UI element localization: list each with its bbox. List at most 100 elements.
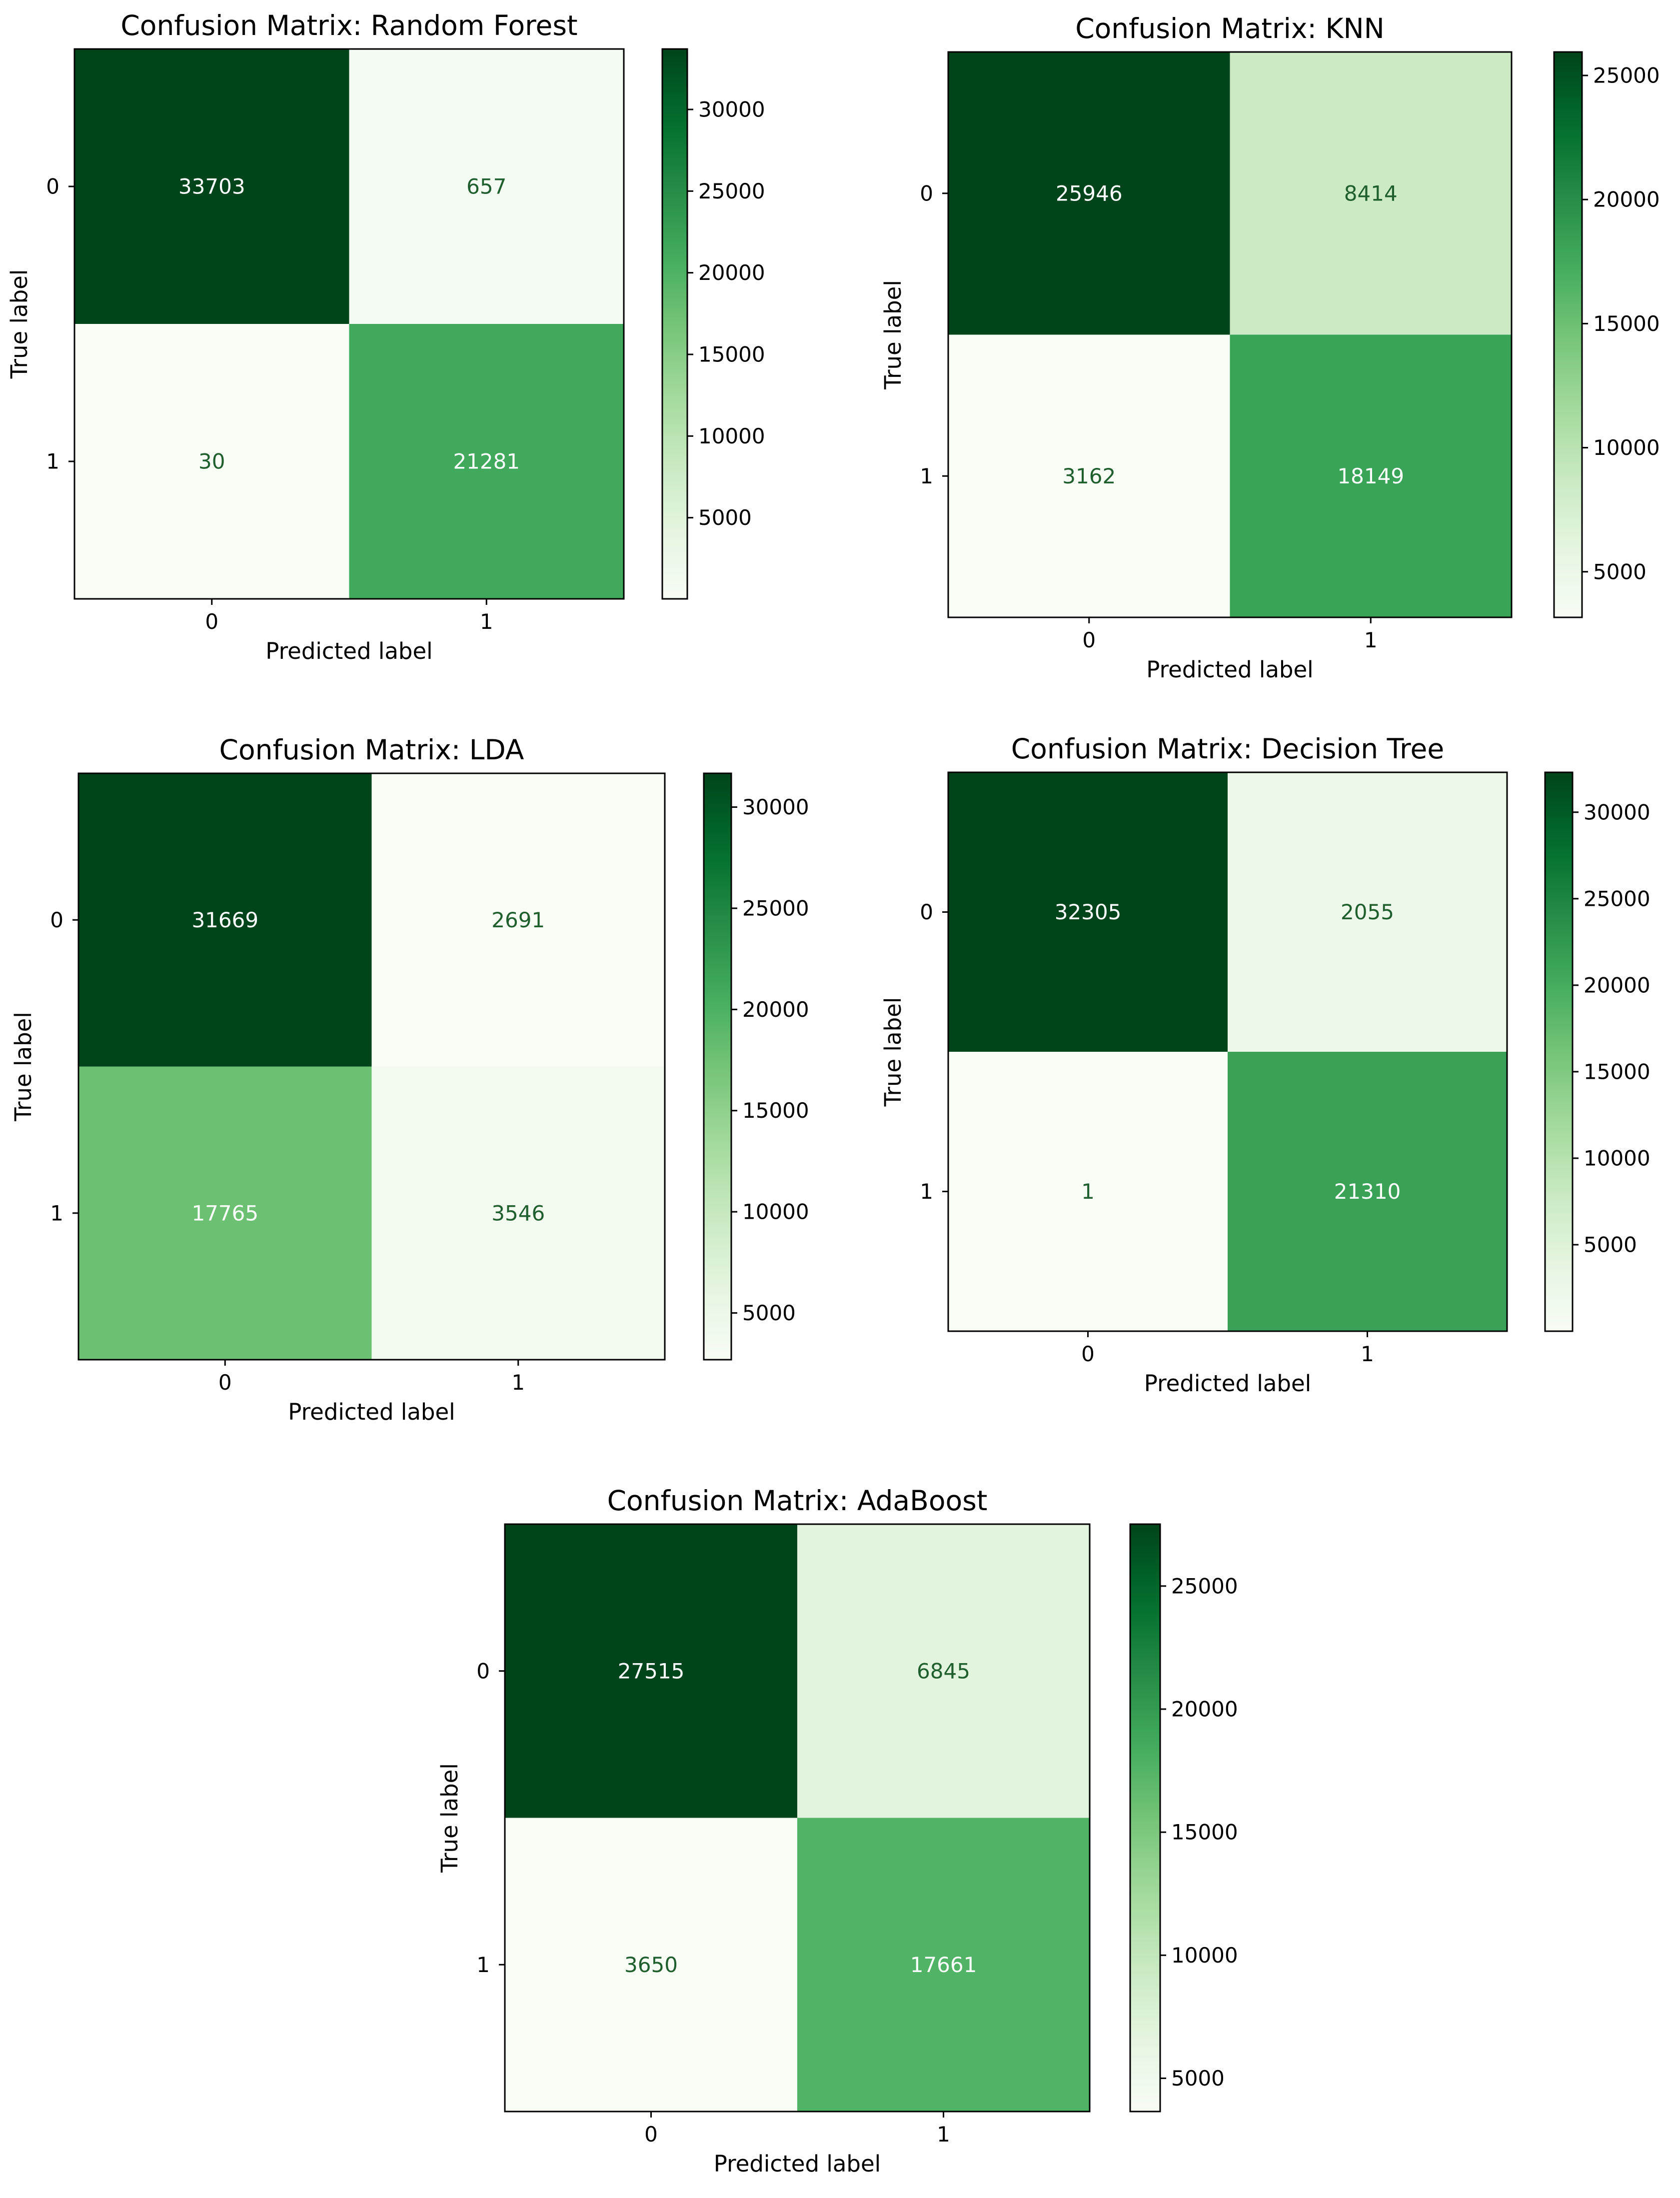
cell-0-0 [74, 49, 349, 324]
cell-0-0 [505, 1524, 797, 1818]
cell-1-1 [1230, 334, 1512, 617]
chart-title: Confusion Matrix: AdaBoost [607, 1485, 988, 1517]
cell-1-1 [371, 1066, 665, 1360]
cell-1-0 [948, 334, 1230, 617]
heatmap-frame [947, 51, 1513, 618]
colorbar-tick-label: 5000 [742, 1301, 796, 1325]
colorbar [1129, 1523, 1161, 2113]
cell-value-1-1: 21310 [1334, 1179, 1401, 1204]
x-tick-label: 1 [1361, 1342, 1374, 1366]
x-tick-label: 1 [937, 2122, 950, 2147]
x-tick-label: 0 [205, 609, 218, 634]
x-tick-label: 1 [480, 609, 493, 634]
colorbar-tick-label: 30000 [698, 97, 765, 121]
x-tick-label: 0 [1081, 1342, 1095, 1366]
y-axis-label: True label [880, 997, 906, 1107]
cell-value-1-0: 30 [198, 449, 225, 474]
cell-1-0 [505, 1818, 797, 2112]
colorbar-tick-label: 5000 [1584, 1232, 1637, 1257]
heatmap-frame [77, 772, 666, 1361]
cell-value-1-1: 3546 [491, 1201, 545, 1225]
colorbar-tick-label: 20000 [742, 997, 809, 1022]
y-tick-label: 1 [50, 1201, 63, 1225]
x-tick-label: 0 [1082, 628, 1096, 652]
cell-0-1 [797, 1524, 1090, 1818]
colorbar-tick-label: 30000 [742, 795, 809, 819]
confusion-matrix-random-forest: 33703 657 30 21281 0 1 0 1 Confusion Matrix: Ran… [6, 9, 765, 664]
x-axis-label: Predicted label [288, 1399, 455, 1425]
x-tick-label: 0 [644, 2122, 658, 2147]
cell-value-0-1: 2691 [491, 908, 545, 932]
colorbar-tick-label: 5000 [1593, 559, 1647, 584]
cell-1-0 [74, 324, 349, 599]
cell-0-1 [1228, 772, 1507, 1052]
heatmap-frame [947, 771, 1508, 1332]
chart-title: Confusion Matrix: KNN [1075, 12, 1385, 44]
y-tick-label: 0 [920, 900, 933, 924]
colorbar-tick-label: 10000 [1171, 1943, 1238, 1968]
chart-title: Confusion Matrix: Random Forest [120, 9, 577, 41]
colorbar-tick-label: 30000 [1584, 800, 1651, 824]
colorbar-tick-label: 15000 [1593, 311, 1660, 336]
cell-value-1-0: 3650 [624, 1953, 678, 1977]
colorbar-tick-label: 25000 [742, 896, 809, 920]
x-axis-label: Predicted label [265, 638, 432, 664]
colorbar-tick-label: 20000 [1584, 973, 1651, 997]
confusion-matrix-knn: 25946 8414 3162 18149 0 1 0 1 Confusion Matrix: … [880, 12, 1660, 683]
cell-value-0-0: 31669 [191, 908, 258, 932]
cell-0-0 [78, 773, 372, 1067]
colorbar-tick-label: 10000 [698, 424, 765, 448]
cell-0-0 [948, 772, 1228, 1052]
colorbar-tick-label: 15000 [742, 1098, 809, 1123]
colorbar-tick-label: 15000 [1584, 1059, 1651, 1084]
colorbar-tick-label: 10000 [1584, 1146, 1651, 1170]
cell-1-0 [948, 1052, 1228, 1331]
y-tick-label: 1 [476, 1953, 490, 1977]
cell-1-1 [349, 324, 624, 599]
cell-value-0-1: 8414 [1344, 181, 1398, 205]
y-tick-label: 0 [50, 908, 63, 932]
cell-value-0-0: 25946 [1056, 181, 1123, 205]
cell-value-1-0: 3162 [1062, 464, 1116, 488]
colorbar-tick-label: 5000 [698, 505, 752, 530]
colorbar [661, 48, 688, 600]
confusion-matrix-decision-tree: 32305 2055 1 21310 0 1 0 1 Confusion Matrix: Dec… [880, 733, 1651, 1397]
heatmap-frame [504, 1523, 1091, 2113]
y-axis-label: True label [436, 1763, 463, 1873]
cell-value-0-0: 32305 [1055, 900, 1122, 924]
x-tick-label: 1 [511, 1370, 525, 1395]
y-tick-label: 0 [476, 1659, 490, 1683]
cell-value-0-0: 33703 [178, 174, 245, 199]
colorbar-tick-label: 15000 [1171, 1820, 1238, 1845]
colorbar-tick-label: 20000 [1171, 1697, 1238, 1722]
cell-0-1 [1230, 52, 1512, 335]
confusion-matrix-lda: 31669 2691 17765 3546 0 1 0 1 Confusion Matrix: … [10, 734, 809, 1425]
cell-0-1 [371, 773, 665, 1067]
y-tick-label: 1 [920, 464, 933, 488]
y-tick-label: 0 [920, 181, 933, 205]
colorbar-tick-label: 20000 [1593, 187, 1660, 212]
y-tick-label: 0 [46, 174, 59, 199]
colorbar-tick-label: 25000 [1584, 886, 1651, 911]
chart-title: Confusion Matrix: LDA [219, 734, 524, 766]
colorbar [1553, 51, 1583, 618]
heatmap-frame [73, 48, 625, 600]
cell-value-1-0: 1 [1081, 1179, 1095, 1204]
cell-0-1 [349, 49, 624, 324]
colorbar [1544, 771, 1574, 1332]
cell-1-1 [797, 1818, 1090, 2112]
cell-value-1-0: 17765 [191, 1201, 258, 1225]
colorbar-tick-label: 10000 [742, 1200, 809, 1224]
cell-value-0-1: 6845 [917, 1659, 970, 1683]
x-tick-label: 1 [1364, 628, 1378, 652]
cell-value-0-1: 657 [466, 174, 506, 199]
colorbar-tick-label: 5000 [1171, 2066, 1225, 2091]
colorbar-tick-label: 10000 [1593, 435, 1660, 460]
cell-1-1 [1228, 1052, 1507, 1331]
y-axis-label: True label [880, 280, 906, 390]
cell-value-0-1: 2055 [1341, 900, 1394, 924]
x-axis-label: Predicted label [1146, 656, 1313, 683]
colorbar-tick-label: 15000 [698, 342, 765, 366]
colorbar-tick-label: 25000 [1171, 1574, 1238, 1598]
